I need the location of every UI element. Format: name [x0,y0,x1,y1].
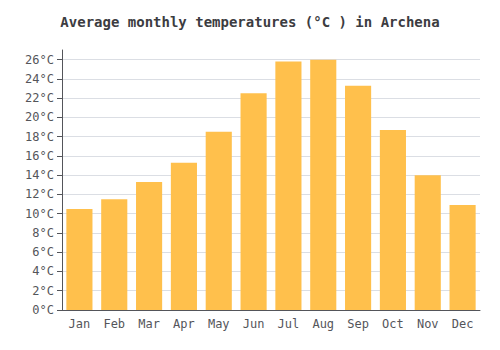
svg-text:6°C: 6°C [32,245,54,259]
svg-text:26°C: 26°C [25,53,54,67]
svg-text:20°C: 20°C [25,110,54,124]
svg-text:Dec: Dec [452,317,474,331]
svg-text:16°C: 16°C [25,149,54,163]
svg-text:24°C: 24°C [25,72,54,86]
svg-text:Jan: Jan [69,317,91,331]
svg-text:Mar: Mar [138,317,160,331]
svg-text:12°C: 12°C [25,187,54,201]
svg-text:Jun: Jun [243,317,265,331]
svg-text:Average monthly temperatures (: Average monthly temperatures (°C ) in Ar… [60,14,439,30]
svg-text:0°C: 0°C [32,303,54,317]
svg-text:8°C: 8°C [32,226,54,240]
svg-text:2°C: 2°C [32,284,54,298]
svg-text:Aug: Aug [312,317,334,331]
svg-text:Oct: Oct [382,317,404,331]
svg-text:14°C: 14°C [25,168,54,182]
svg-text:Feb: Feb [103,317,125,331]
svg-text:22°C: 22°C [25,91,54,105]
svg-text:Jul: Jul [278,317,300,331]
svg-text:10°C: 10°C [25,207,54,221]
svg-text:May: May [208,317,230,331]
svg-text:4°C: 4°C [32,264,54,278]
svg-text:Sep: Sep [347,317,369,331]
svg-text:Nov: Nov [417,317,439,331]
svg-text:18°C: 18°C [25,130,54,144]
svg-text:Apr: Apr [173,317,195,331]
